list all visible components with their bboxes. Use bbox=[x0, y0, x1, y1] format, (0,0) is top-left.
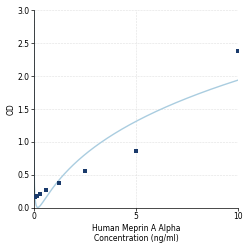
Y-axis label: OD: OD bbox=[7, 103, 16, 115]
Point bbox=[44, 188, 48, 192]
X-axis label: Human Meprin A Alpha
Concentration (ng/ml): Human Meprin A Alpha Concentration (ng/m… bbox=[92, 224, 180, 243]
Point bbox=[38, 192, 42, 196]
Point bbox=[33, 195, 37, 199]
Point bbox=[83, 169, 87, 173]
Point bbox=[134, 149, 138, 153]
Point bbox=[32, 195, 36, 199]
Point bbox=[57, 180, 61, 184]
Point bbox=[35, 194, 39, 198]
Point bbox=[236, 49, 240, 53]
